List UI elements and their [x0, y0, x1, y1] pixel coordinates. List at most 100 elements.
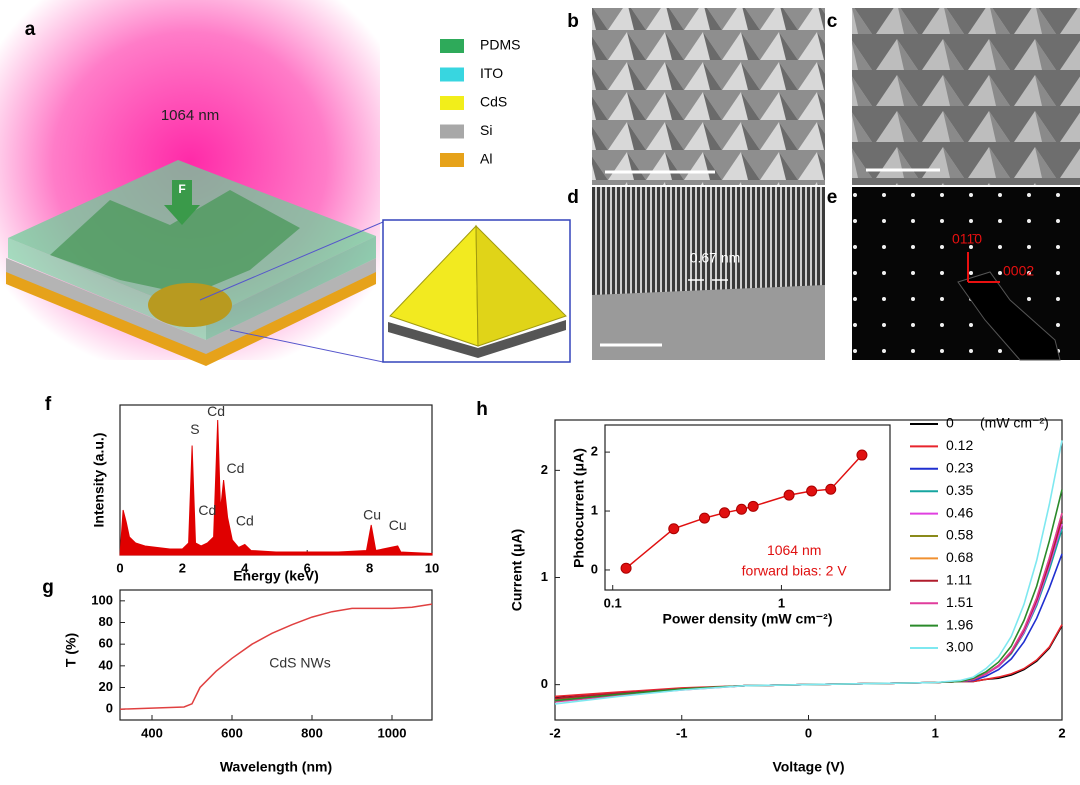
- beam-stop: [957, 271, 1061, 361]
- y-tick-label: 2: [541, 462, 548, 477]
- legend-swatch: [440, 67, 464, 82]
- x-tick-label: 8: [366, 560, 373, 575]
- data-point: [825, 483, 837, 495]
- x-tick-label: 400: [141, 725, 163, 740]
- y-tick-label: 2: [591, 444, 598, 459]
- panel-a-image: F 1064 nm: [0, 0, 571, 366]
- legend-swatch: [440, 39, 464, 53]
- x-tick-label: 2: [179, 560, 186, 575]
- panel-label: a: [25, 19, 36, 40]
- legend-label: 0: [946, 415, 954, 431]
- y-tick-label: 80: [99, 614, 113, 629]
- x-tick-label: 0: [116, 560, 123, 575]
- legend-label: 1.11: [946, 572, 972, 588]
- x-tick-label: 1: [778, 595, 785, 610]
- legend-label: 0.23: [946, 460, 973, 476]
- legend-swatch: [440, 153, 464, 167]
- x-axis-title: Power density (mW cm⁻²): [663, 611, 833, 627]
- data-point: [699, 512, 711, 524]
- legend-label: CdS: [480, 94, 507, 110]
- annotation: Cd: [226, 460, 244, 476]
- panel-label: g: [42, 577, 54, 598]
- y-axis-title: T (%): [63, 633, 79, 667]
- legend-label: ITO: [480, 65, 503, 81]
- pyramid-zoom: [148, 283, 232, 327]
- data-point: [856, 449, 868, 461]
- lattice-spacing: 0.67 nm: [690, 250, 741, 266]
- y-tick-label: 1: [591, 502, 598, 517]
- y-tick-label: 0: [106, 701, 113, 716]
- data-point: [747, 500, 759, 512]
- zoom-line: [199, 221, 384, 301]
- y-tick-label: 40: [99, 657, 113, 672]
- legend-label: 1.96: [946, 616, 973, 632]
- x-tick-label: 0: [805, 725, 812, 740]
- annotation: Cd: [198, 502, 216, 518]
- data-point: [620, 562, 632, 574]
- data-line: [625, 454, 863, 569]
- pdms-side: [206, 236, 376, 340]
- panel-label: d: [567, 187, 579, 208]
- x-tick-label: -2: [549, 725, 561, 740]
- annotation: S: [190, 421, 199, 437]
- panel-label: f: [45, 394, 52, 415]
- annotation: Cd: [207, 403, 225, 419]
- direction-label: 0002: [1003, 263, 1034, 279]
- y-axis-title: Photocurrent (μA): [571, 448, 587, 568]
- annotation: Cu: [363, 507, 381, 523]
- pyramids: [50, 190, 300, 295]
- data-point: [783, 489, 795, 501]
- x-tick-label: 10: [425, 560, 439, 575]
- substrate-region: [592, 285, 825, 360]
- panel-label: c: [827, 11, 838, 32]
- legend-label: 1.51: [946, 594, 973, 610]
- si-layer: [6, 258, 376, 354]
- data-point: [719, 507, 731, 519]
- legend-label: 3.00: [946, 639, 973, 655]
- legend-title: (mW cm⁻²): [980, 415, 1049, 431]
- x-axis-title: Wavelength (nm): [220, 759, 332, 775]
- x-tick-label: 800: [301, 725, 323, 740]
- panel-label: h: [476, 399, 488, 420]
- legend-label: Si: [480, 122, 492, 138]
- legend-label: 0.58: [946, 527, 973, 543]
- zoom-base: [388, 320, 566, 358]
- data-point: [736, 503, 748, 515]
- legend-a: PDMS ITO CdS Si Al: [440, 37, 520, 167]
- annotation: 1064 nm: [767, 542, 821, 558]
- wavelength-label: 1064 nm: [161, 107, 219, 124]
- x-tick-label: 6: [304, 560, 311, 575]
- y-tick-label: 20: [99, 679, 113, 694]
- force-label: F: [178, 182, 185, 196]
- annotation: Cd: [236, 513, 254, 529]
- annotation: CdS NWs: [269, 654, 330, 670]
- annotation: Cu: [389, 517, 407, 533]
- data-line: [554, 440, 1063, 705]
- panel-label: b: [567, 11, 579, 32]
- x-tick-label: 2: [1058, 725, 1065, 740]
- data-line: [119, 603, 433, 710]
- data-point: [806, 485, 818, 497]
- plot-frame: [119, 589, 433, 721]
- data-point: [668, 523, 680, 535]
- x-tick-label: 4: [241, 560, 249, 575]
- panel-label: e: [827, 187, 838, 208]
- legend-label: 0.35: [946, 482, 973, 498]
- zoom-pyramid: [475, 224, 567, 347]
- y-tick-label: 0: [591, 561, 598, 576]
- y-tick-label: 60: [99, 636, 113, 651]
- spectrum-area: [119, 419, 433, 556]
- y-tick-label: 1: [541, 569, 548, 584]
- sem-image-b: [592, 8, 825, 185]
- legend-label: 0.12: [946, 437, 973, 453]
- x-tick-label: 0.1: [604, 595, 622, 610]
- annotation: forward bias: 2 V: [742, 562, 848, 578]
- x-tick-label: 1000: [378, 725, 407, 740]
- force-arrow: [164, 180, 200, 225]
- x-tick-label: 600: [221, 725, 243, 740]
- legend-label: PDMS: [480, 37, 520, 53]
- y-axis-title: Current (μA): [509, 529, 525, 611]
- sem-image-c: [852, 8, 1080, 185]
- x-tick-label: -1: [676, 725, 688, 740]
